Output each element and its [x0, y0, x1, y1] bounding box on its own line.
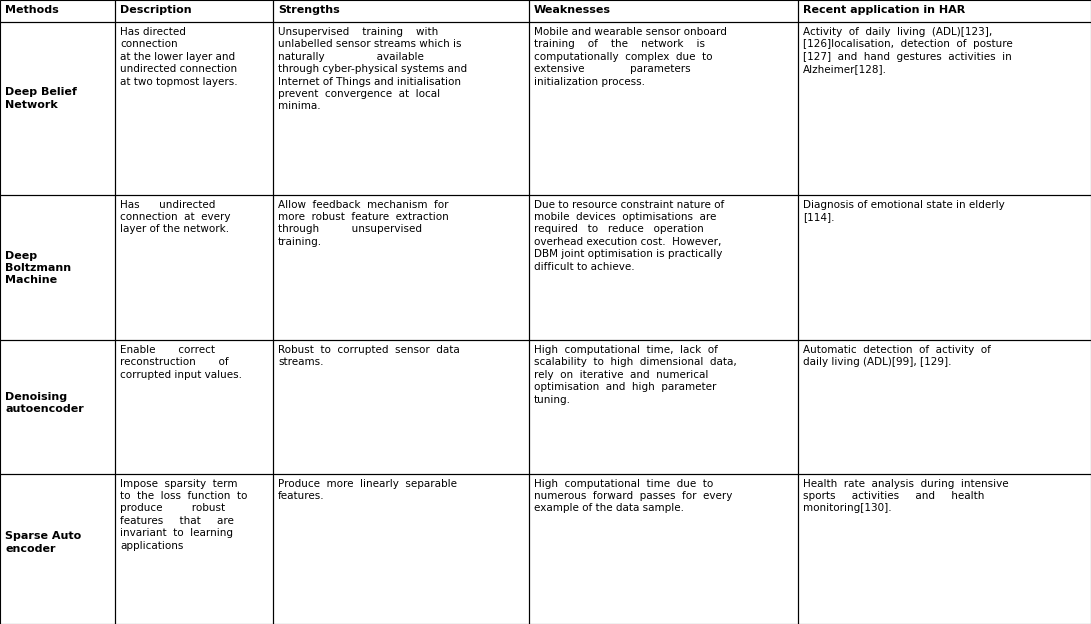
Bar	[529, 195, 798, 340]
Bar	[273, 474, 529, 624]
Text: Due to resource constraint nature of
mobile  devices  optimisations  are
require: Due to resource constraint nature of mob…	[533, 200, 724, 271]
Text: Sparse Auto
encoder: Sparse Auto encoder	[5, 531, 81, 553]
Text: Has      undirected
connection  at  every
layer of the network.: Has undirected connection at every layer…	[120, 200, 231, 235]
Text: Produce  more  linearly  separable
features.: Produce more linearly separable features…	[278, 479, 457, 501]
Text: Unsupervised    training    with
unlabelled sensor streams which is
naturally   : Unsupervised training with unlabelled se…	[278, 27, 467, 112]
Text: Enable       correct
reconstruction       of
corrupted input values.: Enable correct reconstruction of corrupt…	[120, 345, 242, 380]
Text: Denoising
autoencoder: Denoising autoencoder	[5, 392, 84, 414]
Text: Diagnosis of emotional state in elderly
[114].: Diagnosis of emotional state in elderly …	[803, 200, 1005, 222]
Bar	[529, 22, 798, 195]
Bar	[529, 474, 798, 624]
Bar	[0, 474, 116, 624]
Bar	[798, 22, 1091, 195]
Bar	[116, 195, 273, 340]
Text: Impose  sparsity  term
to  the  loss  function  to
produce         robust
featur: Impose sparsity term to the loss functio…	[120, 479, 248, 550]
Bar	[116, 22, 273, 195]
Bar	[798, 0, 1091, 22]
Text: Automatic  detection  of  activity  of
daily living (ADL)[99], [129].: Automatic detection of activity of daily…	[803, 345, 991, 368]
Bar	[273, 22, 529, 195]
Bar	[0, 0, 116, 22]
Bar	[798, 195, 1091, 340]
Bar	[0, 22, 116, 195]
Text: Strengths: Strengths	[278, 5, 339, 15]
Text: Activity  of  daily  living  (ADL)[123],
[126]localisation,  detection  of  post: Activity of daily living (ADL)[123], [12…	[803, 27, 1012, 74]
Text: Deep Belief
Network: Deep Belief Network	[5, 87, 76, 110]
Text: High  computational  time,  lack  of
scalability  to  high  dimensional  data,
r: High computational time, lack of scalabi…	[533, 345, 736, 405]
Bar	[116, 0, 273, 22]
Text: Deep
Boltzmann
Machine: Deep Boltzmann Machine	[5, 251, 71, 285]
Text: Weaknesses: Weaknesses	[533, 5, 611, 15]
Text: Description: Description	[120, 5, 192, 15]
Bar	[0, 340, 116, 474]
Text: Methods: Methods	[5, 5, 59, 15]
Text: Robust  to  corrupted  sensor  data
streams.: Robust to corrupted sensor data streams.	[278, 345, 459, 368]
Text: Has directed
connection
at the lower layer and
undirected connection
at two topm: Has directed connection at the lower lay…	[120, 27, 238, 87]
Text: Recent application in HAR: Recent application in HAR	[803, 5, 966, 15]
Text: Mobile and wearable sensor onboard
training    of    the    network    is
comput: Mobile and wearable sensor onboard train…	[533, 27, 727, 87]
Text: High  computational  time  due  to
numerous  forward  passes  for  every
example: High computational time due to numerous …	[533, 479, 732, 514]
Bar	[529, 340, 798, 474]
Bar	[798, 474, 1091, 624]
Bar	[0, 195, 116, 340]
Bar	[273, 195, 529, 340]
Bar	[798, 340, 1091, 474]
Text: Health  rate  analysis  during  intensive
sports     activities     and     heal: Health rate analysis during intensive sp…	[803, 479, 1008, 514]
Bar	[273, 340, 529, 474]
Bar	[273, 0, 529, 22]
Bar	[116, 474, 273, 624]
Bar	[529, 0, 798, 22]
Bar	[116, 340, 273, 474]
Text: Allow  feedback  mechanism  for
more  robust  feature  extraction
through       : Allow feedback mechanism for more robust…	[278, 200, 448, 247]
